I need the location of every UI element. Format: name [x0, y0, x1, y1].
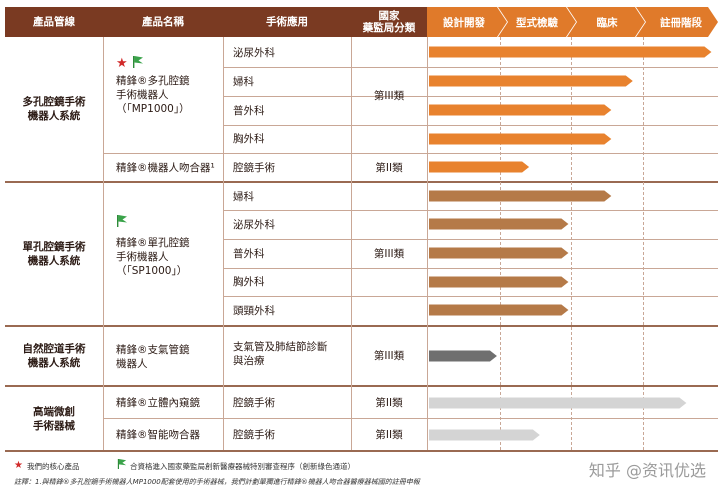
core-product-star-icon: ★ [14, 460, 23, 471]
application-cell: 泌尿外科 [233, 218, 275, 231]
class-sp1000: 第III類 [373, 248, 405, 260]
product-sp1000-line1: 精鋒®單孔腔鏡 [116, 237, 190, 249]
stage-header-arrows [427, 7, 718, 37]
stage-header-clinical-arrow [567, 7, 645, 37]
category-singleport-line1: 單孔腔鏡手術 [22, 241, 86, 253]
stage-header-registration: 註冊階段 [660, 16, 702, 29]
class-stapler-robot: 第II類 [375, 161, 403, 174]
application-cell: 胸外科 [233, 276, 265, 288]
product-sp1000-line3: （「SP1000」） [116, 265, 188, 277]
watermark: 知乎 @资讯优选 [588, 461, 706, 480]
green-flag-icon [117, 459, 127, 469]
progress-bar [429, 397, 687, 409]
stage-header-test-arrow [498, 7, 576, 37]
category-singleport-line2: 機器人系統 [27, 255, 81, 267]
product-sp1000-line2: 手術機器人 [116, 251, 169, 263]
product-stapler-robot-label: 精鋒®機器人吻合器¹ [116, 161, 215, 174]
category-natural-orifice: 自然腔道手術 機器人系統 [5, 327, 103, 385]
class-bronchoscope: 第III類 [373, 350, 405, 362]
progress-bar [429, 161, 530, 173]
product-bronchoscope-line1: 精鋒®支氣管鏡 [116, 344, 190, 356]
application-cell: 普外科 [233, 104, 265, 117]
header-class-line2: 藥監局分類 [362, 22, 416, 34]
class-mp1000: 第III類 [373, 89, 405, 102]
class-smart-stapler: 第II類 [375, 429, 403, 441]
product-mp1000-line3: （「MP1000」） [116, 103, 190, 115]
class-3d-endoscope: 第II類 [375, 396, 403, 409]
application-bronchial-line1: 支氣管及肺結節診斷 [233, 341, 328, 353]
stage-header-registration-arrow [636, 7, 718, 37]
header-application: 手術應用 [223, 7, 351, 37]
application-cell: 腔鏡手術 [233, 396, 275, 409]
progress-bar [429, 218, 569, 230]
category-natural-orifice-line1: 自然腔道手術 [22, 343, 86, 355]
product-mp1000-line2: 手術機器人 [116, 89, 169, 101]
product-stapler-robot: 精鋒®機器人吻合器¹ [116, 154, 223, 181]
header-product-name: 產品名稱 [103, 7, 223, 37]
stage-header-design-arrow [427, 7, 507, 37]
progress-bar [429, 190, 612, 202]
application-bronchial-line2: 與治療 [233, 355, 265, 367]
application-cell: 腔鏡手術 [233, 429, 275, 441]
category-multiport: 多孔腔鏡手術 機器人系統 [5, 37, 103, 181]
category-multiport-line1: 多孔腔鏡手術 [22, 96, 86, 108]
product-3d-endoscope-label: 精鋒®立體內窺鏡 [116, 396, 200, 409]
product-sp1000: 精鋒®單孔腔鏡 手術機器人 （「SP1000」） [116, 236, 221, 284]
progress-bar [429, 104, 612, 116]
progress-bar [429, 304, 569, 316]
progress-bar [429, 276, 569, 288]
progress-bar [429, 429, 540, 441]
product-mp1000: 精鋒®多孔腔鏡 手術機器人 （「MP1000」） [116, 74, 221, 122]
category-instruments: 高端微創 手術器械 [5, 387, 103, 450]
category-natural-orifice-line2: 機器人系統 [27, 357, 81, 369]
application-cell: 婦科 [233, 190, 254, 203]
green-flag-icon [133, 56, 143, 68]
progress-bar [429, 247, 569, 259]
category-instruments-line2: 手術器械 [33, 419, 75, 432]
progress-bar [429, 75, 633, 87]
header-class: 國家 藥監局分類 [351, 7, 427, 37]
product-smart-stapler-label: 精鋒®智能吻合器 [116, 429, 200, 441]
product-bronchoscope-line2: 機器人 [116, 358, 148, 370]
progress-bar [429, 46, 712, 58]
product-mp1000-line1: 精鋒®多孔腔鏡 [116, 75, 190, 87]
header-product-line: 產品管線 [5, 7, 103, 37]
product-smart-stapler: 精鋒®智能吻合器 [116, 420, 223, 450]
category-instruments-line1: 高端微創 [33, 405, 75, 418]
legend-green-channel-label: 合資格進入國家藥監局創新醫療器械特別審查程序（創新綠色通道） [130, 462, 355, 471]
application-cell-bronchial: 支氣管及肺結節診斷 與治療 [233, 340, 328, 368]
core-product-star-icon: ★ [116, 56, 128, 71]
application-cell: 泌尿外科 [233, 46, 275, 59]
progress-bar [429, 350, 497, 362]
progress-bar [429, 133, 612, 145]
category-singleport: 單孔腔鏡手術 機器人系統 [5, 183, 103, 325]
stage-header-design: 設計開發 [443, 16, 485, 29]
stage-header-clinical: 臨床 [596, 16, 618, 29]
application-cell: 胸外科 [233, 133, 265, 145]
category-multiport-line2: 機器人系統 [27, 110, 81, 122]
footnote: 註釋：1.與精鋒®多孔腔鏡手術機器人MP1000配套使用的手術器械，我們計劃單獨… [14, 478, 420, 486]
stage-header-test: 型式檢驗 [516, 16, 558, 29]
green-flag-icon [117, 215, 127, 227]
application-cell: 婦科 [233, 75, 254, 88]
application-cell: 腔鏡手術 [233, 161, 275, 174]
application-cell: 頭頸外科 [233, 304, 275, 317]
header-class-line1: 國家 [378, 10, 400, 22]
application-cell: 普外科 [233, 247, 265, 260]
product-bronchoscope: 精鋒®支氣管鏡 機器人 [116, 341, 221, 373]
legend-core-label: 我們的核心產品 [27, 462, 80, 471]
product-3d-endoscope: 精鋒®立體內窺鏡 [116, 387, 223, 418]
